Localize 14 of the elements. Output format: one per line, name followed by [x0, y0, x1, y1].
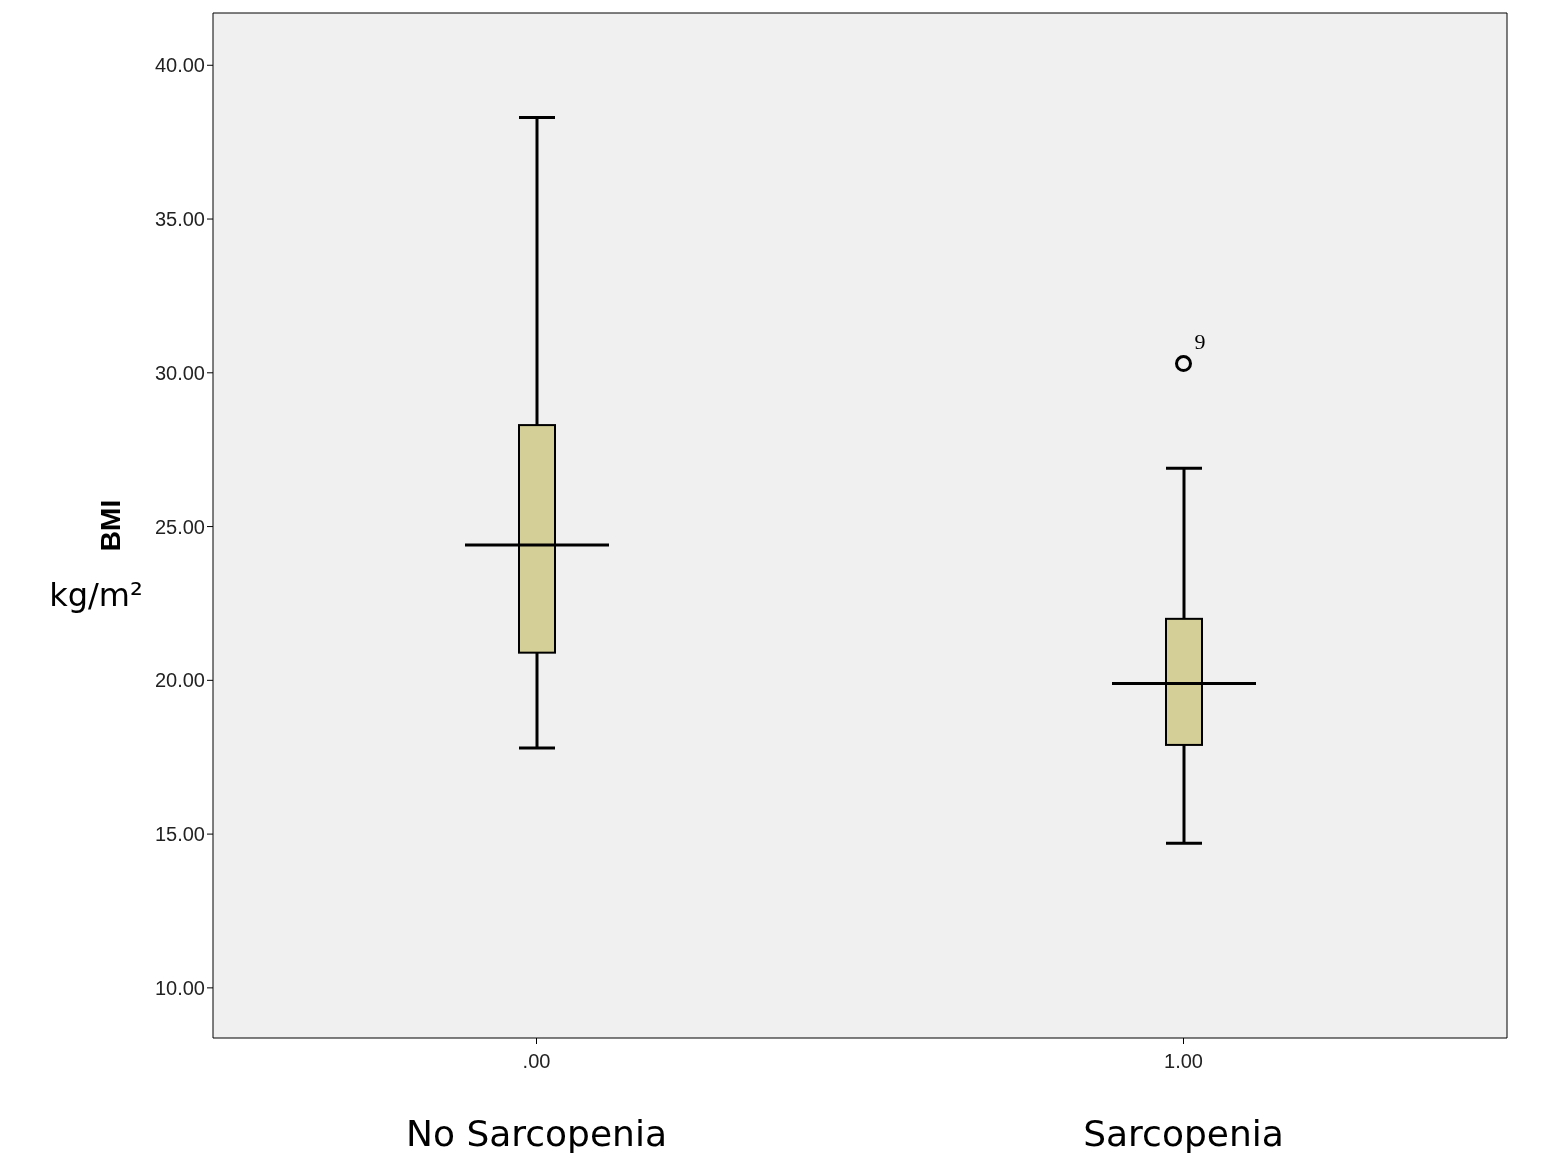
text: Sarcopenia — [1083, 1113, 1284, 1154]
y-tick-label: 25.00 — [154, 515, 205, 538]
x-tick-label: .00 — [522, 1050, 551, 1072]
y-tick-label: 20.00 — [154, 669, 205, 692]
y-axis-title: BMI — [95, 499, 126, 552]
y-tick-label: 40.00 — [154, 54, 205, 77]
y-tick-label: 35.00 — [154, 208, 205, 231]
text: No Sarcopenia — [405, 1113, 668, 1154]
annotation: 9 — [1194, 329, 1206, 355]
y-tick-label: 10.00 — [154, 976, 205, 999]
y-tick-label: 15.00 — [154, 823, 205, 846]
text: kg/m² — [49, 575, 143, 614]
y-tick-label: 30.00 — [154, 361, 205, 384]
x-tick-label: 1.00 — [1164, 1050, 1203, 1072]
